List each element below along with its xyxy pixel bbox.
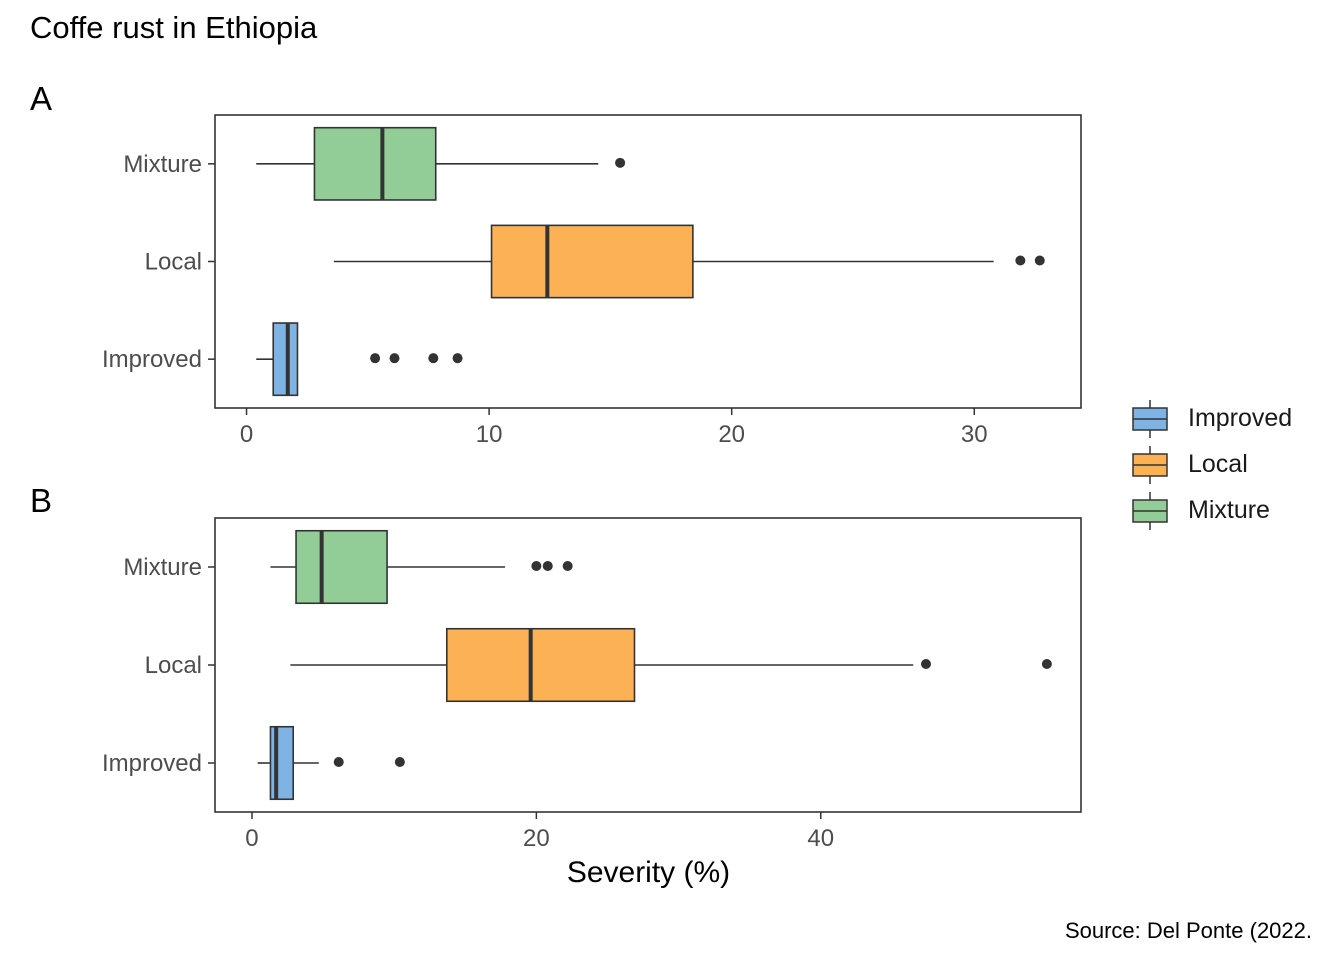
legend-label-improved: Improved xyxy=(1188,404,1293,432)
legend-key-improved xyxy=(1132,400,1168,438)
outlier-point xyxy=(370,353,381,364)
box-mixture xyxy=(270,529,573,605)
box-improved xyxy=(257,725,405,801)
x-tick-label: 10 xyxy=(476,421,503,448)
x-tick-label: 20 xyxy=(718,421,745,448)
outlier-point xyxy=(1015,255,1026,266)
legend-key-local xyxy=(1132,446,1168,484)
outlier-point xyxy=(1041,659,1052,669)
x-tick-label: 0 xyxy=(240,421,253,448)
box-local xyxy=(290,627,1052,703)
legend-key-mixture xyxy=(1132,492,1168,530)
box-iqr xyxy=(313,126,437,201)
panel-b: Improved Local Mixture 0 20 40 xyxy=(102,517,1082,852)
box-iqr xyxy=(490,224,694,299)
x-tick-label: 40 xyxy=(807,825,834,852)
legend-label-local: Local xyxy=(1188,450,1248,478)
x-tick-label: 0 xyxy=(245,825,258,852)
box-mixture xyxy=(256,126,626,201)
x-axis-label: Severity (%) xyxy=(566,856,731,889)
outlier-point xyxy=(542,561,553,571)
outlier-point xyxy=(531,561,542,571)
x-tick-label: 20 xyxy=(523,825,550,852)
box-iqr xyxy=(272,322,299,397)
outlier-point xyxy=(452,353,463,364)
outlier-point xyxy=(333,757,344,767)
y-tick-label: Improved xyxy=(102,346,202,373)
outlier-point xyxy=(428,353,439,364)
box-iqr xyxy=(269,725,295,801)
y-tick-label: Mixture xyxy=(123,151,202,178)
source-caption: Source: Del Ponte (2022. xyxy=(1064,918,1312,943)
x-tick-label: 30 xyxy=(961,421,988,448)
y-tick-label: Local xyxy=(145,249,202,276)
panel-b-label: B xyxy=(30,482,53,519)
outlier-point xyxy=(615,157,626,168)
y-tick-label: Improved xyxy=(102,750,202,777)
y-tick-label: Mixture xyxy=(123,554,202,581)
panel-a: Improved Local Mixture 0 10 20 30 xyxy=(102,114,1082,448)
box-iqr xyxy=(445,627,636,703)
outlier-point xyxy=(389,353,400,364)
y-tick-label: Local xyxy=(145,652,202,679)
outlier-point xyxy=(562,561,573,571)
box-improved xyxy=(256,322,463,397)
box-iqr xyxy=(295,529,388,605)
outlier-point xyxy=(921,659,932,669)
box-local xyxy=(333,224,1045,299)
legend-label-mixture: Mixture xyxy=(1188,496,1270,524)
chart-title: Coffe rust in Ethiopia xyxy=(30,10,318,45)
outlier-point xyxy=(394,757,405,767)
outlier-point xyxy=(1034,255,1045,266)
panel-a-label: A xyxy=(30,80,53,117)
